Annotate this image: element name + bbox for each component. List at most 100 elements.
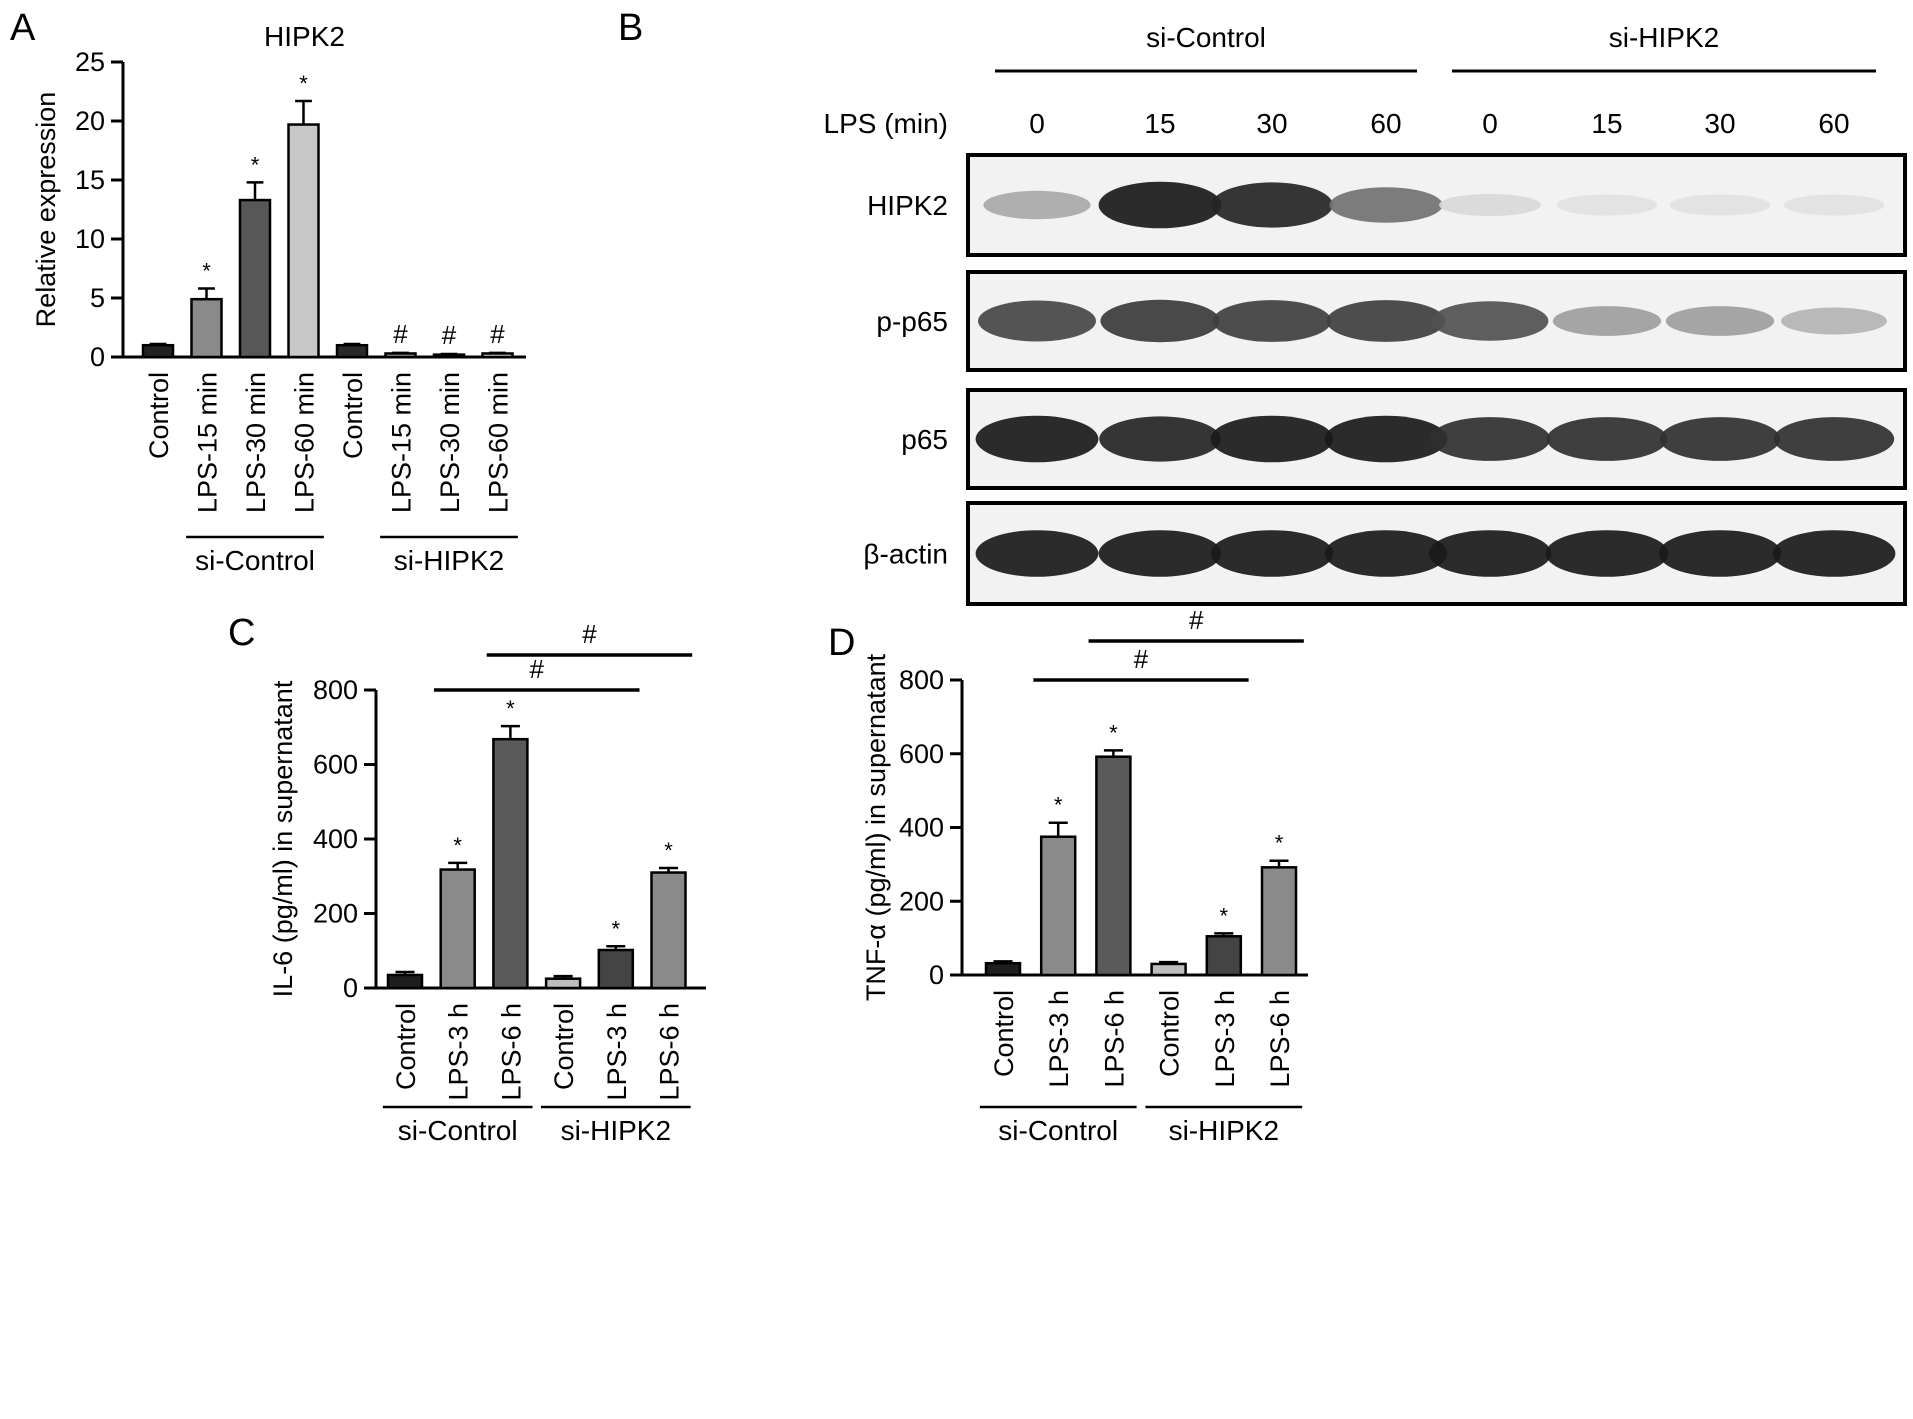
y-tick-label: 0 [90,342,105,372]
lane-time-label: 0 [1482,108,1498,139]
y-tick-label: 15 [75,165,105,195]
significance-mark: * [453,833,462,858]
significance-mark: # [490,319,505,349]
bar [439,868,476,990]
blot-band [978,300,1096,342]
x-category-label: LPS-3 h [1210,990,1240,1088]
blot-band [1326,300,1446,342]
y-axis-label: TNF-α (pg/ml) in supernatant [861,653,891,1001]
bar [597,948,635,990]
blot-band [1210,530,1334,577]
bar [650,871,687,990]
blot-band [1098,530,1222,577]
blot-row: HIPK2 [867,153,1907,257]
bar [287,123,320,359]
lane-time-label: 15 [1144,108,1175,139]
y-tick-label: 400 [313,824,358,854]
blot-band [1772,530,1896,577]
bar [386,973,424,990]
chart-c: 0 200 400 600 800 IL-6 (pg/ml) in supernatant… [268,619,706,1146]
y-tick-label: 20 [75,106,105,136]
x-category-label: LPS-6 h [496,1003,526,1101]
y-tick-label: 200 [899,886,944,916]
x-category-label: Control [549,1003,579,1090]
panel-letter-d: D [828,622,855,664]
x-category-label: Control [144,372,174,459]
y-axis-label: Relative expression [31,92,61,328]
x-category-label: Control [391,1003,421,1090]
lps-time-label: LPS (min) [824,108,948,139]
lane-time-label: 30 [1704,108,1735,139]
blot-band [1329,187,1443,223]
x-category-label: LPS-15 min [193,372,223,513]
bar [544,977,582,990]
bar [1095,755,1132,977]
blot-band [1556,194,1658,216]
bar [238,198,272,359]
chart-a: HIPK2 0 5 10 15 20 25 Relative expression Contro… [31,21,526,576]
blot-band [1439,193,1541,217]
x-category-label: LPS-6 h [1265,990,1295,1088]
blot-band [1211,182,1333,228]
significance-mark: * [1109,720,1118,745]
y-tick-label: 600 [313,750,358,780]
lane-time-label: 0 [1029,108,1045,139]
significance-mark: * [506,696,515,721]
blot-row: β-actin [863,501,1907,606]
blot-group-label: si-HIPK2 [1609,22,1719,53]
bar [141,343,175,359]
panel-letter-c: C [228,612,255,654]
bar [1150,962,1187,977]
blot-group-label: si-Control [1146,22,1266,53]
blot-band [1669,194,1771,216]
blot-band [1100,299,1220,343]
significance-mark: * [299,71,308,96]
y-tick-label: 5 [90,283,105,313]
y-tick-label: 0 [343,973,358,1003]
lane-time-label: 30 [1256,108,1287,139]
x-category-label: LPS-3 h [1044,990,1074,1088]
bracket-label: # [1189,605,1204,635]
significance-mark: * [251,152,260,177]
blot-row-label: HIPK2 [867,190,948,221]
x-category-label: LPS-6 h [1099,990,1129,1088]
bracket-label: # [530,654,545,684]
blot-band [1324,415,1448,463]
significance-mark: * [1275,831,1284,856]
significance-mark: * [1220,903,1229,928]
y-tick-label: 400 [899,813,944,843]
blot-band [1098,181,1222,229]
bar [335,343,369,359]
blot-row-label: p65 [901,424,948,455]
western-blot: si-Control si-HIPK2 LPS (min) 0 15 30 60 0 15 30 6… [824,22,1907,606]
blot-band [1659,417,1781,461]
x-category-label: LPS-3 h [444,1003,474,1101]
x-category-label: LPS-6 h [655,1003,685,1101]
blot-band [975,415,1099,463]
x-category-label: Control [1155,990,1185,1077]
bar [190,297,223,359]
blot-row: p-p65 [876,270,1907,372]
y-tick-label: 800 [313,675,358,705]
significance-mark: * [664,838,673,863]
bracket-label: # [582,619,597,649]
bar [1205,935,1243,977]
group-label: si-Control [998,1115,1118,1146]
x-category-label: LPS-60 min [290,372,320,513]
y-tick-label: 800 [899,665,944,695]
y-tick-label: 10 [75,224,105,254]
lane-time-label: 60 [1370,108,1401,139]
blot-band [1658,530,1782,577]
group-label: si-HIPK2 [561,1115,671,1146]
significance-mark: * [1054,793,1063,818]
x-category-label: LPS-60 min [484,372,514,513]
blot-row-label: p-p65 [876,306,948,337]
y-axis-label: IL-6 (pg/ml) in supernatant [268,680,298,997]
y-tick-label: 25 [75,47,105,77]
group-label: si-HIPK2 [394,545,504,576]
bar [492,737,529,990]
significance-mark: * [612,916,621,941]
x-category-label: Control [989,990,1019,1077]
blot-band [1546,417,1668,461]
